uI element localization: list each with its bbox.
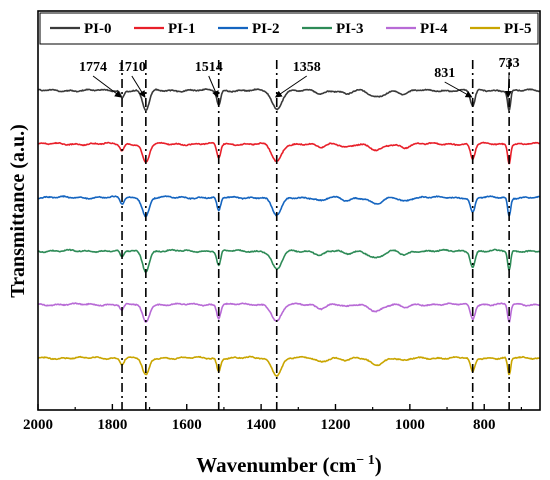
annotation-1710: 1710 (118, 60, 146, 75)
x-tick-label-2000: 2000 (23, 417, 53, 433)
annotation-arrow-1514 (208, 75, 219, 98)
annotation-1358: 1358 (293, 60, 321, 75)
spectra-layer (37, 88, 541, 377)
legend-label-pi-3: PI-3 (336, 21, 364, 37)
series-line-pi-3 (37, 248, 541, 274)
legend-label-pi-2: PI-2 (252, 21, 280, 37)
series-line-pi-1 (37, 141, 541, 165)
annotation-1774: 1774 (79, 60, 107, 75)
annotation-arrow-1710 (131, 75, 146, 98)
x-tick-label-1800: 1800 (97, 417, 127, 433)
legend-label-pi-1: PI-1 (168, 21, 196, 37)
legend: PI-0 PI-1 PI-2 PI-3 PI-4 PI-5 (39, 12, 539, 45)
x-tick-label-1000: 1000 (395, 417, 425, 433)
reference-lines-layer (121, 60, 510, 410)
legend-label-pi-0: PI-0 (84, 21, 112, 37)
plot-frame (37, 10, 541, 411)
legend-label-pi-4: PI-4 (420, 21, 448, 37)
x-tick-label-1200: 1200 (320, 417, 350, 433)
annotation-733: 733 (499, 56, 520, 71)
legend-items: PI-0 PI-1 PI-2 PI-3 PI-4 PI-5 (50, 21, 532, 37)
x-axis: 2000 1800 1600 1400 1200 1000 800 (23, 404, 523, 433)
x-tick-label-800: 800 (473, 417, 496, 433)
annotation-1514: 1514 (195, 60, 223, 75)
legend-box (39, 12, 539, 45)
series-line-pi-2 (37, 195, 541, 218)
annotation-831: 831 (434, 66, 455, 81)
annotation-arrow-733 (504, 71, 512, 98)
x-tick-label-1600: 1600 (172, 417, 202, 433)
annotation-arrow-1358 (274, 75, 308, 98)
series-line-pi-5 (37, 355, 541, 377)
series-line-pi-4 (37, 302, 541, 323)
y-axis-label: Transmittance (a.u.) (7, 124, 29, 298)
x-axis-label: Wavenumber (cm− 1) (196, 453, 382, 477)
legend-label-pi-5: PI-5 (504, 21, 532, 37)
x-axis-label-close: ) (375, 453, 382, 477)
x-axis-label-main: Wavenumber (cm (196, 453, 357, 477)
annotation-arrow-831 (444, 81, 473, 98)
series-line-pi-0 (37, 88, 541, 112)
annotations-layer: 1774 1710 1514 1358 831 733 (79, 56, 520, 98)
x-axis-label-exponent: − 1 (356, 453, 374, 468)
x-tick-label-1400: 1400 (246, 417, 276, 433)
annotation-arrow-1774 (92, 75, 122, 98)
